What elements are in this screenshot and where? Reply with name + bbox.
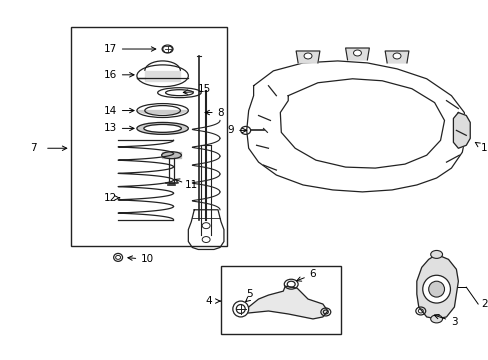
Polygon shape: [385, 51, 408, 63]
Text: 9: 9: [227, 125, 246, 135]
Text: 4: 4: [205, 296, 212, 306]
Ellipse shape: [430, 315, 442, 323]
Polygon shape: [296, 51, 319, 63]
Text: 5: 5: [246, 289, 252, 299]
Ellipse shape: [353, 50, 361, 56]
Polygon shape: [345, 48, 368, 60]
Text: 3: 3: [433, 315, 457, 327]
Text: 7: 7: [30, 143, 36, 153]
Polygon shape: [416, 255, 457, 319]
Text: 11: 11: [184, 180, 198, 190]
Polygon shape: [452, 113, 469, 148]
Text: 1: 1: [474, 143, 487, 153]
Ellipse shape: [392, 53, 400, 59]
Polygon shape: [137, 111, 188, 113]
Ellipse shape: [422, 275, 449, 303]
Ellipse shape: [430, 251, 442, 258]
Polygon shape: [137, 122, 188, 134]
Text: 12: 12: [103, 193, 120, 203]
Ellipse shape: [428, 281, 444, 297]
Text: 6: 6: [296, 269, 316, 281]
Polygon shape: [280, 79, 444, 168]
Bar: [70, 27, 226, 247]
Text: 17: 17: [103, 44, 156, 54]
Text: 15: 15: [197, 84, 210, 94]
Polygon shape: [248, 286, 327, 319]
Text: 10: 10: [128, 255, 154, 264]
Ellipse shape: [304, 53, 311, 59]
Text: 2: 2: [480, 299, 487, 309]
Text: 8: 8: [204, 108, 224, 117]
Text: 16: 16: [103, 70, 134, 80]
Bar: [221, 266, 340, 334]
Text: 13: 13: [103, 123, 134, 134]
Text: 14: 14: [103, 105, 134, 116]
